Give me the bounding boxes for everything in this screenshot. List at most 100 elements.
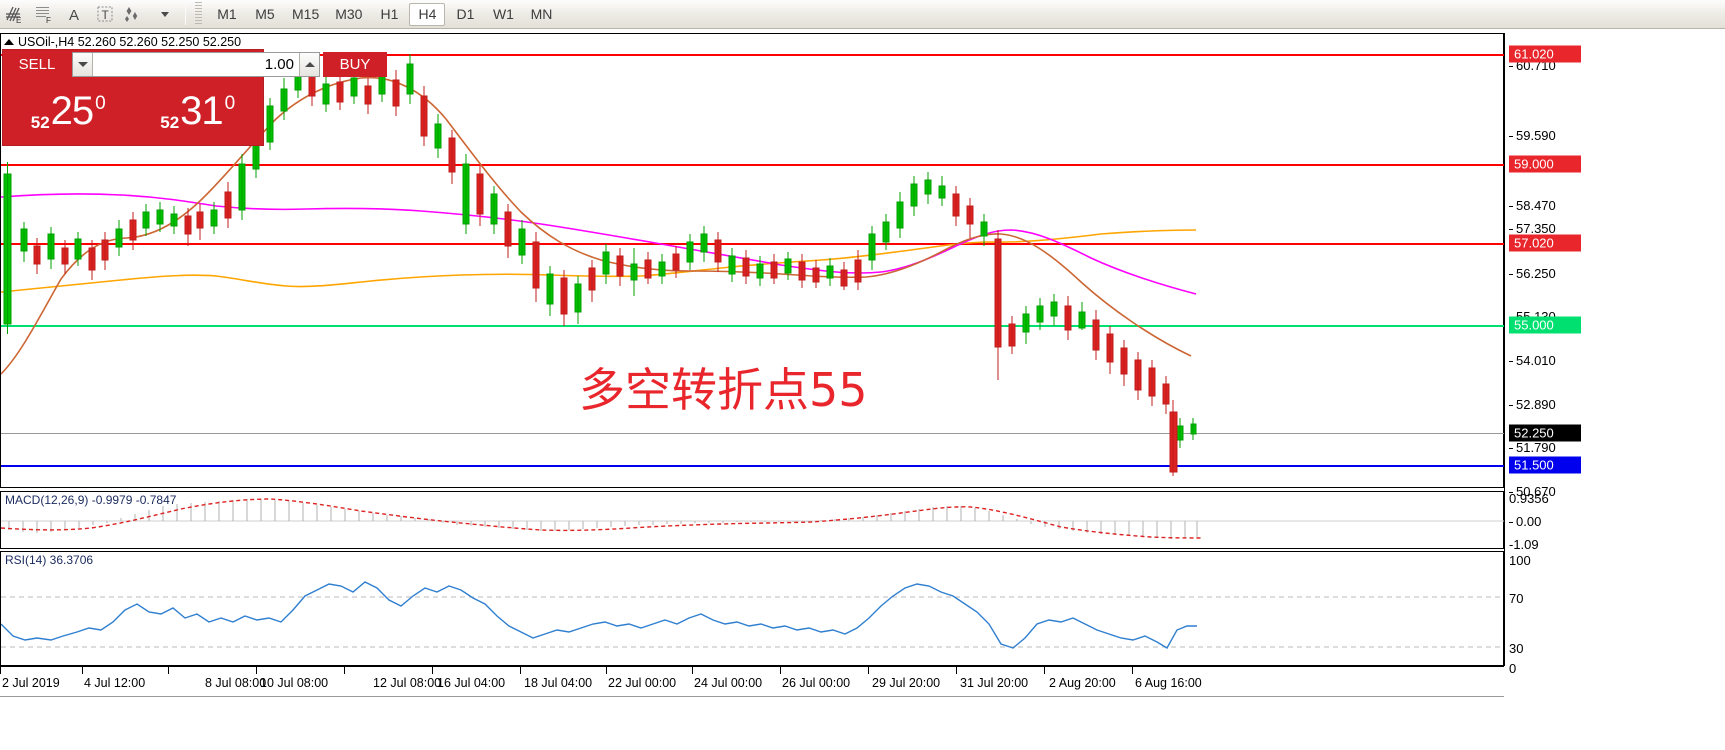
price-tick-56250: 56.250 <box>1509 267 1556 281</box>
time-tick <box>168 667 169 674</box>
price-tick-58470: 58.470 <box>1509 199 1556 213</box>
volume-increment-button[interactable] <box>299 53 319 76</box>
buy-price-main: 31 <box>180 89 223 133</box>
timeframe-m5[interactable]: M5 <box>255 6 275 22</box>
macd-signal-line <box>1 498 1202 539</box>
price-badge-61020: 61.020 <box>1509 45 1581 63</box>
macd-series <box>1 492 1505 548</box>
time-label-5: 16 Jul 04:00 <box>437 676 506 690</box>
symbol-ohlc-text: USOil-,H4 52.260 52.260 52.250 52.250 <box>18 35 242 49</box>
buy-price-prefix: 52 <box>160 113 180 132</box>
svg-text:T: T <box>102 8 110 22</box>
buy-price-pip: 0 <box>224 93 236 114</box>
volume-input[interactable] <box>93 53 299 76</box>
sell-button[interactable]: SELL <box>5 52 69 77</box>
price-badge-52250: 52.250 <box>1509 424 1581 442</box>
level-line-61020 <box>1 54 1505 56</box>
timeframe-mn[interactable]: MN <box>530 6 553 22</box>
volume-decrement-button[interactable] <box>73 53 93 76</box>
rsi-tick-30: 30 <box>1509 641 1524 656</box>
objects-icon[interactable] <box>120 1 150 28</box>
main-toolbar: E F A T <box>0 0 1725 29</box>
time-tick <box>0 667 1 674</box>
svg-text:A: A <box>69 7 79 24</box>
ma-slow-line <box>1 229 1197 293</box>
symbol-ohlc-header: USOil-,H4 52.260 52.260 52.250 52.250 <box>4 35 241 49</box>
current-price-line <box>1 433 1505 434</box>
time-label-6: 18 Jul 04:00 <box>524 676 593 690</box>
time-label-11: 31 Jul 20:00 <box>960 676 1029 690</box>
ma-mid-line <box>1 193 1197 295</box>
time-tick <box>1044 667 1045 674</box>
time-label-9: 26 Jul 00:00 <box>782 676 851 690</box>
svg-text:F: F <box>46 16 51 24</box>
sell-price-display[interactable]: 52 25 0 <box>5 79 132 143</box>
toolbar-divider <box>185 3 186 25</box>
price-tick-57350: 57.350 <box>1509 222 1556 236</box>
time-tick <box>1132 667 1133 674</box>
sell-price-main: 25 <box>50 89 94 133</box>
chart-bottom-edge <box>0 696 1504 697</box>
time-tick <box>956 667 957 674</box>
time-tick <box>868 667 869 674</box>
time-label-1: 4 Jul 12:00 <box>84 676 146 690</box>
rsi-series <box>1 552 1505 665</box>
collapse-icon[interactable] <box>4 39 14 45</box>
one-click-trading-panel[interactable]: SELL BUY 52 25 0 52 31 0 <box>2 49 387 146</box>
buy-button[interactable]: BUY <box>323 52 387 77</box>
timeframe-m30[interactable]: M30 <box>335 6 363 22</box>
price-tick-52890: 52.890 <box>1509 398 1556 412</box>
time-label-13: 6 Aug 16:00 <box>1135 676 1202 690</box>
rsi-label: RSI(14) 36.3706 <box>5 553 94 567</box>
sell-price-pip: 0 <box>95 93 106 114</box>
price-badge-51500: 51.500 <box>1509 456 1581 474</box>
time-tick <box>82 667 83 674</box>
price-badge-55000: 55.000 <box>1509 316 1581 334</box>
volume-field[interactable] <box>72 52 320 77</box>
time-tick <box>520 667 521 674</box>
level-line-51500 <box>1 465 1505 467</box>
timeframe-m15[interactable]: M15 <box>292 6 320 22</box>
trade-panel-top-row: SELL BUY <box>3 50 387 79</box>
text-object-icon[interactable]: T <box>90 1 120 28</box>
time-label-0: 2 Jul 2019 <box>2 676 60 690</box>
grid-templates-icon[interactable]: F <box>30 1 60 28</box>
timeframe-w1[interactable]: W1 <box>492 6 514 22</box>
time-tick <box>432 667 433 674</box>
time-label-3: 10 Jul 08:00 <box>260 676 329 690</box>
time-tick <box>344 667 345 674</box>
time-label-2: 8 Jul 08:00 <box>205 676 267 690</box>
svg-text:E: E <box>16 16 21 24</box>
dropdown-arrow-icon[interactable] <box>150 1 180 28</box>
timeframe-h1[interactable]: H1 <box>380 6 399 22</box>
rsi-pane[interactable]: RSI(14) 36.3706 <box>0 551 1505 666</box>
level-line-59000 <box>1 164 1505 166</box>
price-tick-50670: 50.670 <box>1509 485 1556 499</box>
price-series <box>1 34 1505 487</box>
macd-pane[interactable]: MACD(12,26,9) -0.9979 -0.7847 <box>0 491 1505 549</box>
chevron-up-icon <box>304 62 315 67</box>
time-tick <box>606 667 607 674</box>
indicators-icon[interactable]: E <box>0 1 30 28</box>
text-label-icon[interactable]: A <box>60 1 90 28</box>
price-badge-57020: 57.020 <box>1509 234 1581 252</box>
timeframe-m1[interactable]: M1 <box>217 6 237 22</box>
price-badge-59000: 59.000 <box>1509 155 1581 173</box>
toolbar-grip[interactable] <box>195 2 202 26</box>
macd-histogram <box>8 499 1198 539</box>
time-tick <box>256 667 257 674</box>
level-line-55000 <box>1 325 1505 327</box>
chart-area: USOil-,H4 52.260 52.260 52.250 52.250 <box>0 29 1725 750</box>
buy-price-display[interactable]: 52 31 0 <box>134 79 261 143</box>
time-axis-labels[interactable]: 2 Jul 2019 4 Jul 12:00 8 Jul 08:00 10 Ju… <box>0 667 1725 697</box>
time-label-8: 24 Jul 00:00 <box>694 676 763 690</box>
candlesticks <box>3 54 1197 476</box>
time-label-12: 2 Aug 20:00 <box>1049 676 1116 690</box>
price-axis-line <box>1504 33 1505 666</box>
timeframe-h4[interactable]: H4 <box>409 2 446 26</box>
timeframe-d1[interactable]: D1 <box>456 6 475 22</box>
rsi-tick-70: 70 <box>1509 591 1524 606</box>
price-tick-59590: 59.590 <box>1509 129 1556 143</box>
price-axis-labels[interactable]: 60.710 59.590 58.470 57.350 56.250 55.13… <box>1509 29 1725 750</box>
